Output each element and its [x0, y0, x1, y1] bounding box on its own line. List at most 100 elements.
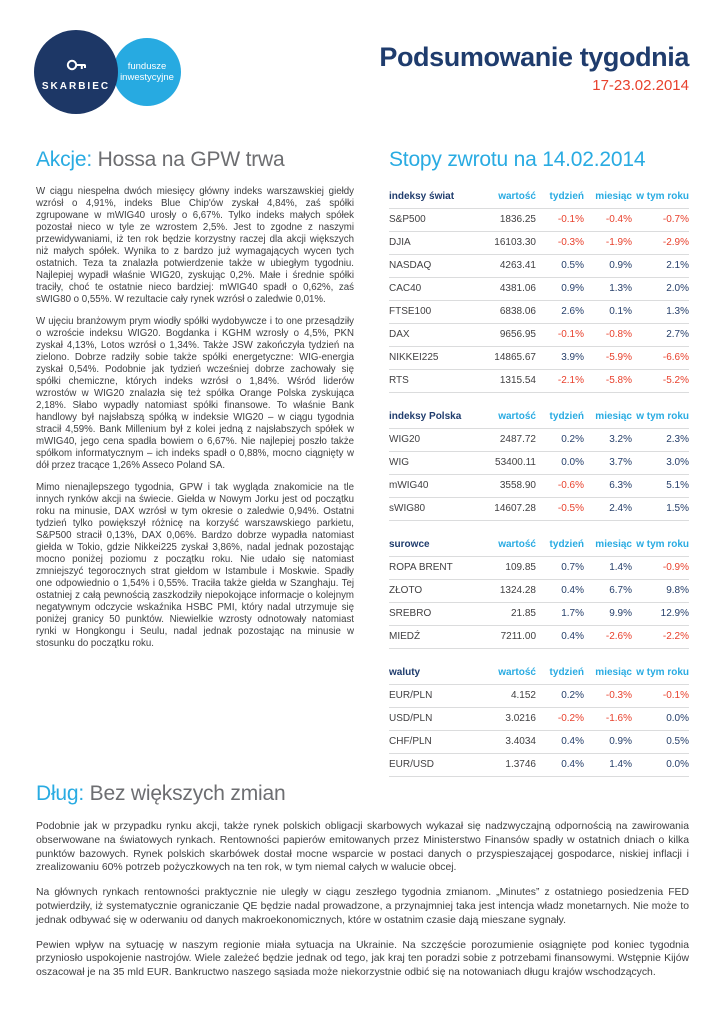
value-cell: 9656.95 [473, 323, 536, 347]
ytd-cell: -2.9% [632, 231, 689, 255]
week-cell: -0.2% [536, 707, 584, 731]
value-cell: 14865.67 [473, 346, 536, 370]
value-cell: 4263.41 [473, 254, 536, 278]
value-cell: 4381.06 [473, 277, 536, 301]
ytd-cell: 5.1% [632, 474, 689, 498]
week-cell: 1.7% [536, 602, 584, 626]
ytd-cell: -6.6% [632, 346, 689, 370]
instrument-label: sWIG80 [389, 497, 473, 521]
week-cell: -0.5% [536, 497, 584, 521]
akcje-paragraph: W ujęciu branżowym prym wiodły spółki wy… [36, 316, 354, 471]
dlug-heading: Dług: Bez większych zmian [36, 782, 689, 806]
column-header: wartość [473, 186, 536, 209]
table-group-label: indeksy Polska [389, 406, 473, 429]
instrument-label: DJIA [389, 231, 473, 255]
key-icon [66, 59, 86, 70]
week-cell: 0.7% [536, 556, 584, 580]
week-cell: -0.1% [536, 208, 584, 232]
month-cell: 6.3% [584, 474, 632, 498]
table-row: WIG20 2487.72 0.2% 3.2% 2.3% [389, 428, 689, 452]
month-cell: -1.6% [584, 707, 632, 731]
value-cell: 53400.11 [473, 451, 536, 475]
week-cell: -0.3% [536, 231, 584, 255]
table-row: CAC40 4381.06 0.9% 1.3% 2.0% [389, 277, 689, 301]
stopy-heading: Stopy zwrotu na 14.02.2014 [389, 148, 646, 171]
month-cell: 0.9% [584, 254, 632, 278]
dlug-paragraph: Na głównych rynkach rentowności praktycz… [36, 887, 689, 926]
akcje-paragraph: W ciągu niespełna dwóch miesięcy główny … [36, 186, 354, 305]
month-cell: 2.4% [584, 497, 632, 521]
month-cell: -5.9% [584, 346, 632, 370]
returns-table-indeksy-polska: indeksy Polska wartość tydzień miesiąc w tym… [389, 406, 689, 521]
instrument-label: RTS [389, 369, 473, 393]
akcje-heading-prefix: Akcje: [36, 148, 92, 171]
ytd-cell: -2.2% [632, 625, 689, 649]
table-row: DAX 9656.95 -0.1% -0.8% 2.7% [389, 323, 689, 347]
month-cell: -0.3% [584, 684, 632, 708]
instrument-label: EUR/USD [389, 753, 473, 777]
akcje-paragraph: Mimo nienajlepszego tygodnia, GPW i tak … [36, 482, 354, 649]
instrument-label: SREBRO [389, 602, 473, 626]
ytd-cell: -5.2% [632, 369, 689, 393]
week-cell: 0.4% [536, 753, 584, 777]
table-row: EUR/USD 1.3746 0.4% 1.4% 0.0% [389, 753, 689, 777]
returns-table-surowce: surowce wartość tydzień miesiąc w tym roku RO… [389, 534, 689, 649]
week-cell: 0.2% [536, 428, 584, 452]
month-cell: -0.4% [584, 208, 632, 232]
column-header: wartość [473, 406, 536, 429]
month-cell: 0.1% [584, 300, 632, 324]
skarbiec-logo: SKARBIEC fundusze inwestycyjne [34, 30, 184, 116]
value-cell: 109.85 [473, 556, 536, 580]
table-row: sWIG80 14607.28 -0.5% 2.4% 1.5% [389, 497, 689, 521]
title-block: Podsumowanie tygodnia 17-23.02.2014 [379, 42, 689, 94]
instrument-label: DAX [389, 323, 473, 347]
week-cell: 2.6% [536, 300, 584, 324]
returns-table-indeksy-swiat: indeksy świat wartość tydzień miesiąc w tym … [389, 186, 689, 393]
column-header: w tym roku [632, 662, 689, 685]
table-group-label: waluty [389, 662, 473, 685]
ytd-cell: -0.1% [632, 684, 689, 708]
ytd-cell: 9.8% [632, 579, 689, 603]
instrument-label: WIG [389, 451, 473, 475]
instrument-label: WIG20 [389, 428, 473, 452]
column-header: tydzień [536, 662, 584, 685]
week-cell: 3.9% [536, 346, 584, 370]
table-group-label: indeksy świat [389, 186, 473, 209]
instrument-label: MIEDŹ [389, 625, 473, 649]
main-columns: Akcje: Hossa na GPW trwa W ciągu niespeł… [36, 148, 689, 790]
month-cell: 0.9% [584, 730, 632, 754]
table-row: WIG 53400.11 0.0% 3.7% 3.0% [389, 451, 689, 475]
week-cell: 0.4% [536, 730, 584, 754]
dlug-heading-prefix: Dług: [36, 782, 85, 805]
brand-name: SKARBIEC [41, 80, 111, 92]
funds-badge-line2: inwestycyjne [120, 72, 174, 83]
table-row: USD/PLN 3.0216 -0.2% -1.6% 0.0% [389, 707, 689, 731]
column-header: miesiąc [584, 662, 632, 685]
date-range: 17-23.02.2014 [592, 77, 689, 94]
ytd-cell: 1.3% [632, 300, 689, 324]
value-cell: 3558.90 [473, 474, 536, 498]
dlug-heading-rest: Bez większych zmian [84, 782, 286, 805]
akcje-heading: Akcje: Hossa na GPW trwa [36, 148, 354, 172]
ytd-cell: -0.7% [632, 208, 689, 232]
month-cell: -5.8% [584, 369, 632, 393]
value-cell: 1836.25 [473, 208, 536, 232]
instrument-label: ZŁOTO [389, 579, 473, 603]
akcje-heading-rest: Hossa na GPW trwa [92, 148, 285, 171]
dlug-paragraph: Pewien wpływ na sytuację w naszym region… [36, 939, 689, 979]
ytd-cell: 2.3% [632, 428, 689, 452]
week-cell: -0.1% [536, 323, 584, 347]
page-header: SKARBIEC fundusze inwestycyjne Podsumowa… [34, 30, 689, 120]
week-cell: -0.6% [536, 474, 584, 498]
column-header: w tym roku [632, 406, 689, 429]
week-cell: 0.0% [536, 451, 584, 475]
stopy-section: Stopy zwrotu na 14.02.2014 indeksy świat… [389, 148, 689, 790]
instrument-label: ROPA BRENT [389, 556, 473, 580]
week-cell: 0.9% [536, 277, 584, 301]
table-row: mWIG40 3558.90 -0.6% 6.3% 5.1% [389, 474, 689, 498]
column-header: miesiąc [584, 186, 632, 209]
ytd-cell: 2.7% [632, 323, 689, 347]
instrument-label: CHF/PLN [389, 730, 473, 754]
table-row: ZŁOTO 1324.28 0.4% 6.7% 9.8% [389, 579, 689, 603]
